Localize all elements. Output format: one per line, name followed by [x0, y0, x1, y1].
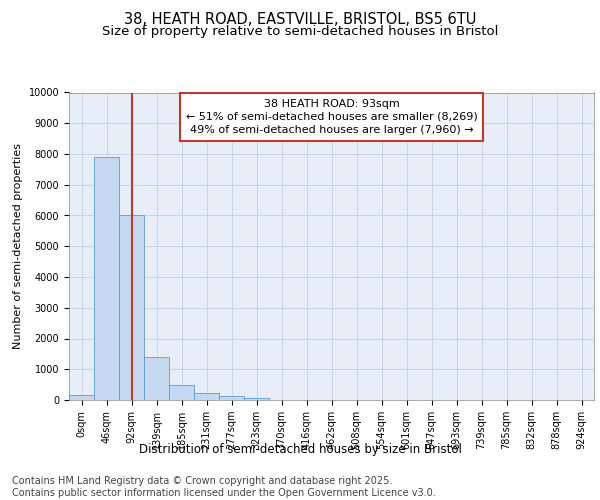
Text: Distribution of semi-detached houses by size in Bristol: Distribution of semi-detached houses by …: [139, 442, 461, 456]
Text: Size of property relative to semi-detached houses in Bristol: Size of property relative to semi-detach…: [102, 25, 498, 38]
Bar: [169, 384, 194, 400]
Bar: [119, 216, 144, 400]
Bar: [69, 396, 94, 400]
Bar: [194, 393, 219, 400]
Text: 38, HEATH ROAD, EASTVILLE, BRISTOL, BS5 6TU: 38, HEATH ROAD, EASTVILLE, BRISTOL, BS5 …: [124, 12, 476, 28]
Y-axis label: Number of semi-detached properties: Number of semi-detached properties: [13, 143, 23, 349]
Bar: [94, 157, 119, 400]
Bar: [244, 398, 269, 400]
Text: Contains HM Land Registry data © Crown copyright and database right 2025.
Contai: Contains HM Land Registry data © Crown c…: [12, 476, 436, 498]
Text: 38 HEATH ROAD: 93sqm
← 51% of semi-detached houses are smaller (8,269)
49% of se: 38 HEATH ROAD: 93sqm ← 51% of semi-detac…: [185, 98, 478, 135]
Bar: [219, 396, 244, 400]
Bar: [144, 357, 169, 400]
